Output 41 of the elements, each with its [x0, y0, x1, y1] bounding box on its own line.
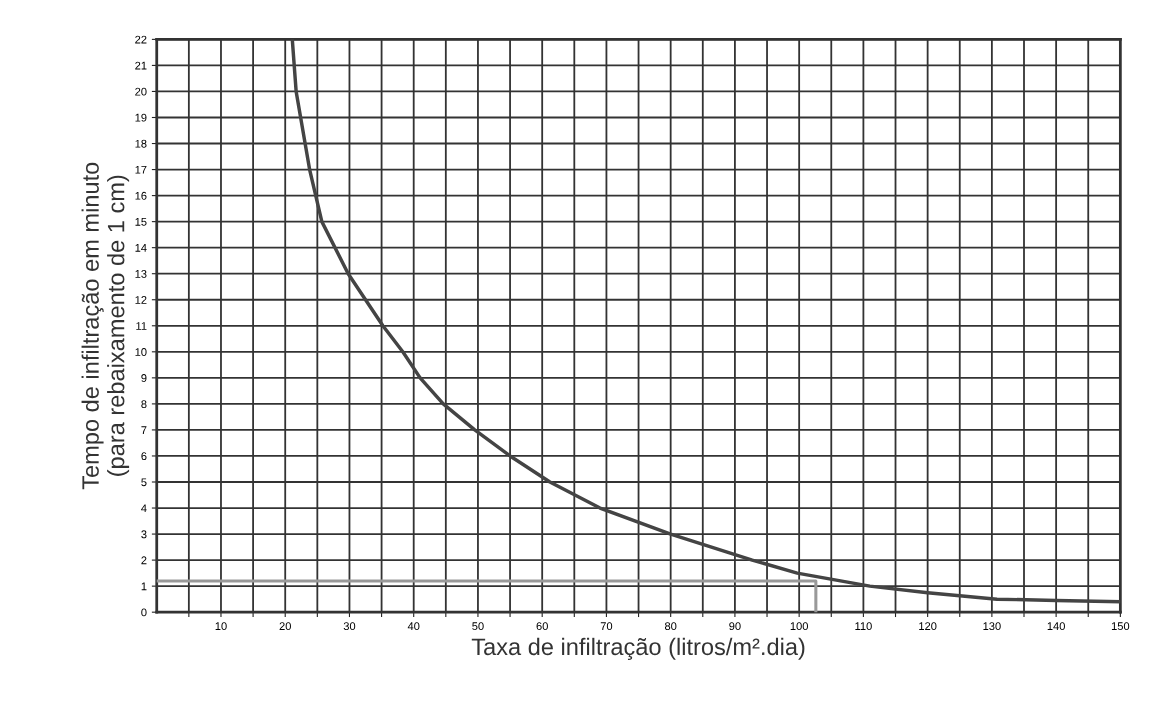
x-tick-label: 130	[983, 622, 1001, 631]
x-tick-label: 80	[664, 622, 677, 631]
y-tick-label: 5	[141, 478, 147, 487]
y-tick-label: 18	[135, 139, 147, 148]
y-tick-label: 1	[141, 582, 147, 591]
y-tick-label: 20	[135, 87, 147, 96]
y-tick-label: 17	[135, 165, 147, 174]
x-tick-label: 100	[790, 622, 808, 631]
y-tick-label: 10	[135, 348, 147, 356]
y-tick-label: 0	[141, 608, 147, 617]
y-tick-label: 13	[135, 269, 147, 278]
line-series	[290, 39, 1121, 604]
x-tick-label: 20	[279, 622, 291, 631]
x-tick-label: 90	[729, 622, 741, 631]
y-tick-label: 7	[141, 426, 147, 434]
y-tick-label: 8	[141, 400, 147, 409]
x-axis-title: Taxa de infiltração (litros/m².dia)	[471, 637, 805, 660]
x-tick-label: 120	[919, 622, 937, 631]
x-tick-label: 140	[1047, 622, 1065, 631]
y-tick-label: 3	[141, 530, 147, 539]
y-tick-label: 11	[136, 322, 147, 330]
y-tick-label: 12	[135, 296, 147, 304]
y-tick-label: 15	[135, 218, 147, 226]
y-tick-label: 2	[141, 556, 147, 565]
x-tick-label: 50	[472, 622, 484, 631]
x-tick-label: 40	[407, 622, 420, 631]
y-tick-label: 22	[135, 35, 147, 44]
x-tick-label: 110	[855, 622, 872, 631]
x-tick-label: 70	[600, 622, 613, 631]
y-tick-label: 4	[141, 504, 147, 513]
y-tick-label: 16	[135, 191, 147, 200]
y-axis-title: Tempo de infiltração em minuto (para rebaixamento de 1 cm)	[81, 162, 130, 490]
y-tick-label: 14	[135, 244, 147, 252]
y-tick-label: 6	[141, 452, 147, 461]
x-tick-label: 60	[536, 622, 548, 631]
x-tick-label: 10	[215, 622, 227, 631]
y-tick-label: 19	[135, 113, 147, 122]
y-tick-label: 9	[141, 374, 147, 382]
y-tick-label: 21	[135, 61, 147, 70]
x-tick-label: 30	[343, 622, 356, 631]
x-tick-label: 150	[1111, 622, 1130, 631]
